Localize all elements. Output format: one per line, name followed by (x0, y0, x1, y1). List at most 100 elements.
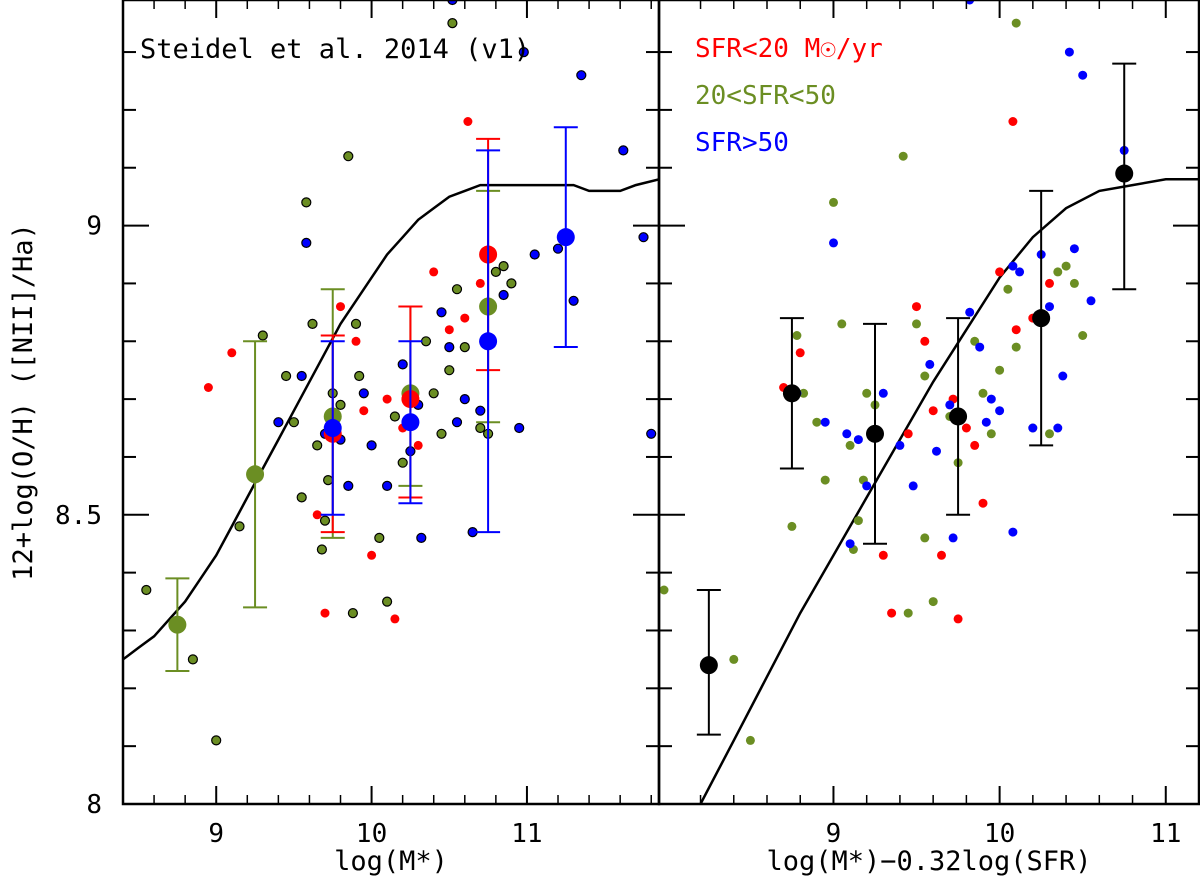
data-point (288, 417, 299, 428)
data-point (1078, 331, 1088, 340)
data-point (320, 608, 330, 618)
x-tick-label: 9 (208, 819, 224, 849)
data-point (920, 336, 930, 346)
data-point (211, 735, 222, 746)
data-point (1064, 47, 1074, 57)
data-point (444, 365, 455, 376)
data-point (948, 533, 958, 543)
data-point (928, 406, 938, 416)
data-point (912, 319, 921, 329)
data-point (1003, 284, 1013, 294)
data-point (382, 596, 393, 607)
binned-mean-marker (1115, 164, 1134, 183)
data-point (475, 405, 486, 416)
data-point (451, 417, 463, 428)
legend-item-low-sfr: SFR<20 M☉/yr (695, 34, 883, 64)
data-point (820, 417, 830, 427)
data-point (1078, 70, 1088, 80)
data-point (981, 417, 991, 427)
legend-item-high-sfr: SFR>50 (695, 128, 789, 158)
data-point (529, 249, 540, 260)
data-point (1045, 278, 1054, 288)
data-point (986, 429, 996, 439)
data-point (358, 388, 369, 399)
right-panel-frame (657, 0, 1200, 806)
data-point (903, 608, 913, 618)
data-point (343, 480, 354, 491)
data-point (820, 475, 830, 485)
data-point (878, 388, 888, 398)
data-point (141, 584, 152, 596)
data-point (301, 237, 312, 248)
data-point (444, 342, 455, 353)
binned-mean-marker (1032, 309, 1051, 328)
data-point (895, 440, 905, 450)
binned-mean-marker (323, 419, 342, 438)
data-point (978, 498, 988, 508)
data-point (475, 422, 486, 434)
data-point (898, 151, 908, 161)
binned-mean-marker (782, 384, 801, 403)
data-point (347, 607, 358, 619)
data-point (312, 510, 322, 520)
data-point (920, 371, 930, 381)
left-panel-frame (121, 0, 661, 806)
data-point (459, 342, 470, 353)
data-point (1015, 267, 1025, 277)
binned-mean-marker (479, 332, 498, 351)
data-point (498, 289, 509, 301)
data-point (436, 428, 447, 439)
data-point (389, 411, 400, 422)
data-point (1053, 267, 1063, 277)
data-point (1028, 423, 1038, 433)
data-point (829, 238, 838, 248)
data-point (1011, 18, 1021, 28)
data-point (514, 422, 525, 434)
data-point (928, 597, 938, 607)
data-point (729, 654, 739, 664)
data-point (945, 400, 955, 410)
data-point (367, 550, 377, 560)
data-point (970, 440, 980, 450)
data-point (1053, 423, 1063, 433)
left-x-axis-label: log(M*) (334, 846, 448, 877)
data-point (912, 302, 921, 312)
right-x-axis-label: log(M*)−0.32log(SFR) (766, 846, 1091, 877)
model-curve (123, 178, 659, 661)
data-point (978, 388, 988, 398)
binned-mean-marker (246, 465, 265, 484)
data-point (659, 585, 669, 595)
data-point (787, 521, 797, 531)
data-point (234, 521, 245, 532)
data-point (257, 330, 268, 341)
data-point (366, 440, 377, 451)
data-point (359, 406, 369, 416)
x-tick-label: 9 (826, 819, 842, 849)
data-point (518, 46, 529, 58)
data-point (413, 440, 423, 450)
data-point (1011, 325, 1021, 335)
data-point (975, 342, 985, 352)
data-point (1058, 371, 1068, 381)
data-point (1011, 342, 1021, 352)
data-point (1008, 261, 1018, 271)
data-point (986, 394, 996, 404)
data-point (576, 70, 587, 81)
data-point (296, 492, 307, 503)
y-tick-label: 8.5 (55, 501, 102, 531)
data-point (323, 475, 334, 486)
data-point (842, 429, 852, 439)
data-point (568, 295, 579, 306)
data-point (995, 267, 1005, 277)
binned-mean-marker (866, 424, 884, 443)
data-point (374, 532, 385, 544)
binned-mean-marker (168, 615, 187, 634)
binned-mean-marker (949, 407, 968, 426)
data-point (1069, 278, 1079, 288)
binned-mean-marker (556, 228, 575, 247)
data-point (995, 365, 1005, 375)
data-point (937, 550, 946, 560)
data-point (382, 394, 392, 404)
data-point (397, 359, 408, 370)
data-point (336, 302, 345, 312)
